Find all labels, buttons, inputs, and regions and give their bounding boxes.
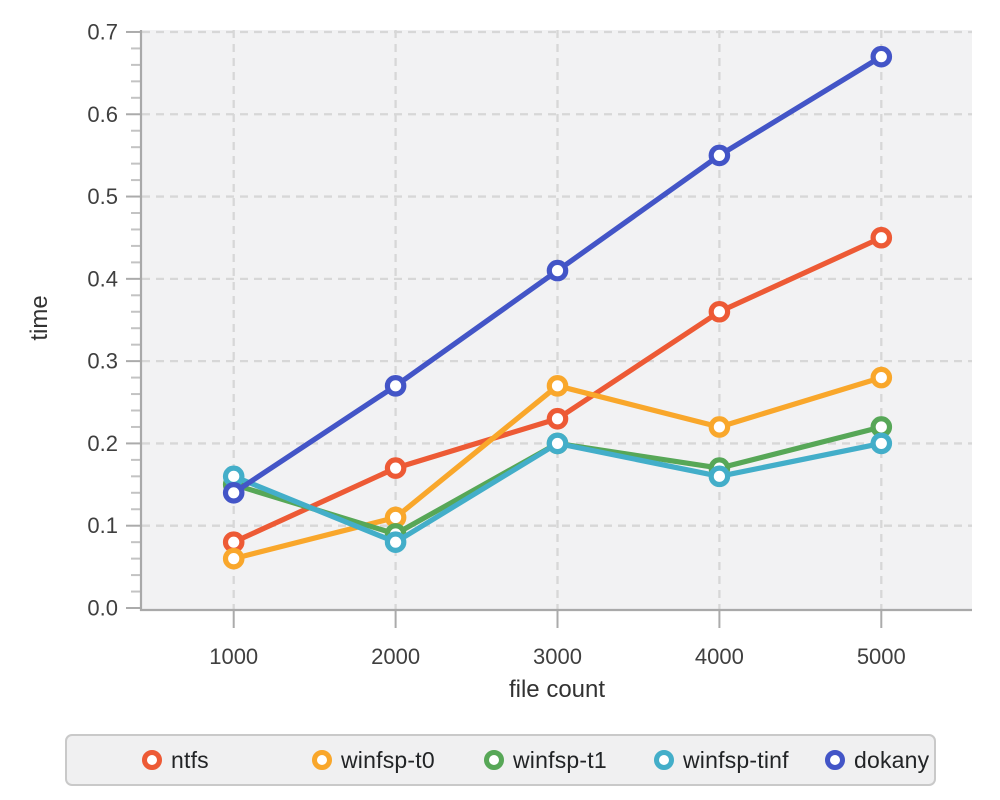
series-marker-ntfs: [708, 300, 731, 323]
legend-ring-icon: [825, 750, 845, 770]
tick-labels: 0.0 0.1 0.2 0.3 0.4 0.5 0.6 0.7 1000 2000 3000 4000…: [87, 19, 905, 669]
series-marker-dokany: [384, 375, 407, 397]
legend-item-winfsp-t1[interactable]: winfsp-t1: [484, 736, 607, 784]
series-marker-dokany: [222, 481, 245, 504]
series-marker-ntfs: [546, 407, 569, 430]
legend-item-label: winfsp-tinf: [683, 746, 789, 773]
legend-item-label: winfsp-t1: [513, 746, 607, 773]
x-tick-label: 1000: [209, 644, 258, 669]
axis-spines: [139, 30, 972, 612]
x-tick-label: 3000: [533, 644, 582, 669]
y-tick-label: 0.0: [87, 596, 118, 621]
legend-ring-icon: [484, 750, 504, 770]
legend-item-dokany[interactable]: dokany: [825, 736, 929, 784]
series-marker-dokany: [708, 144, 731, 167]
legend: ntfs winfsp-t0 winfsp-t1 winfsp-tinf dokany: [65, 734, 936, 786]
y-tick-label: 0.3: [87, 349, 118, 374]
series-marker-winfsp-t0: [546, 375, 569, 397]
y-tick-label: 0.4: [87, 266, 118, 291]
x-axis-title: file count: [509, 676, 605, 703]
y-tick-label: 0.5: [87, 184, 118, 209]
legend-item-winfsp-tinf[interactable]: winfsp-tinf: [654, 736, 789, 784]
series-marker-winfsp-tinf: [546, 432, 569, 455]
series-marker-winfsp-t0: [708, 416, 731, 438]
y-tick-label: 0.1: [87, 513, 118, 538]
legend-ring-icon: [654, 750, 674, 770]
gridlines: [142, 30, 972, 610]
y-tick-label: 0.6: [87, 102, 118, 127]
series-marker-ntfs: [870, 226, 893, 249]
series-marker-winfsp-t0: [222, 547, 245, 570]
y-tick-label: 0.2: [87, 431, 118, 456]
y-minor-ticks: [131, 47, 141, 593]
series-marker-dokany: [870, 45, 893, 68]
legend-item-label: ntfs: [171, 746, 209, 773]
major-ticks: [126, 30, 883, 628]
series-marker-winfsp-tinf: [870, 432, 893, 455]
legend-item-ntfs[interactable]: ntfs: [142, 736, 209, 784]
legend-item-label: winfsp-t0: [341, 746, 435, 773]
legend-ring-icon: [312, 750, 332, 770]
series-marker-winfsp-t0: [870, 366, 893, 389]
x-tick-label: 5000: [857, 644, 906, 669]
series-marker-ntfs: [384, 457, 407, 479]
line-chart-svg: 0.0 0.1 0.2 0.3 0.4 0.5 0.6 0.7 1000 2000 3000 4000…: [26, 19, 972, 703]
series-marker-dokany: [546, 259, 569, 282]
series-marker-winfsp-tinf: [384, 531, 407, 553]
x-tick-label: 2000: [371, 644, 420, 669]
legend-item-winfsp-t0[interactable]: winfsp-t0: [312, 736, 435, 784]
legend-ring-icon: [142, 750, 162, 770]
y-axis-title: time: [26, 295, 53, 340]
y-tick-label: 0.7: [87, 19, 118, 44]
legend-item-label: dokany: [854, 746, 930, 773]
series-marker-winfsp-tinf: [708, 465, 731, 488]
x-tick-label: 4000: [695, 644, 744, 669]
